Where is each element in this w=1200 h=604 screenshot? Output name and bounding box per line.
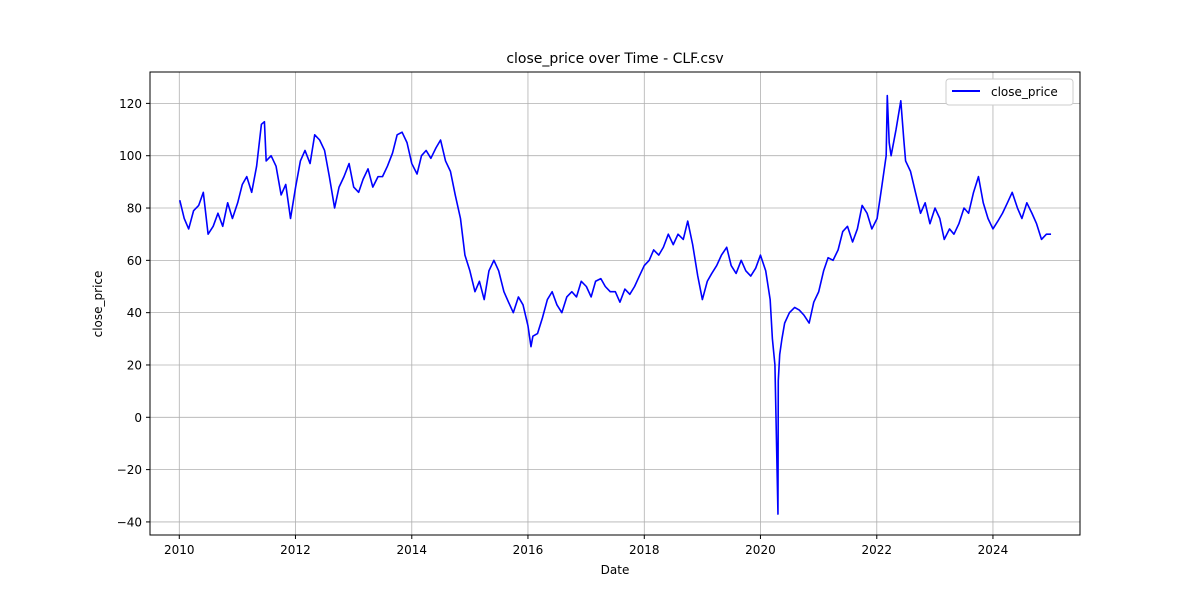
- y-tick-label: 120: [119, 97, 142, 111]
- y-tick-label: 100: [119, 149, 142, 163]
- x-tick-label: 2014: [397, 543, 428, 557]
- x-tick-label: 2018: [629, 543, 660, 557]
- legend: close_price: [945, 78, 1074, 106]
- y-tick-label: 40: [127, 306, 142, 320]
- y-tick-label: 80: [127, 202, 142, 216]
- y-tick-label: −40: [117, 515, 142, 529]
- x-tick-label: 2020: [745, 543, 776, 557]
- y-tick-label: 20: [127, 358, 142, 372]
- x-tick-label: 2010: [164, 543, 195, 557]
- y-tick-label: −20: [117, 463, 142, 477]
- x-tick-label: 2016: [513, 543, 544, 557]
- legend-box: [945, 78, 1074, 106]
- x-tick-label: 2022: [862, 543, 893, 557]
- y-tick-label: 0: [134, 411, 142, 425]
- plot-area-frame: [149, 71, 1081, 536]
- y-axis-label: close_price: [91, 271, 105, 338]
- y-tick-label: 60: [127, 254, 142, 268]
- chart-title: close_price over Time - CLF.csv: [506, 51, 723, 67]
- x-tick-label: 2012: [280, 543, 311, 557]
- legend-label: close_price: [991, 85, 1058, 99]
- series-layer: [178, 94, 1052, 515]
- x-axis-label: Date: [601, 563, 630, 577]
- x-axis: 2010 2012 2014 2016 2018 2020 2022 2024: [164, 535, 1008, 557]
- x-tick-label: 2024: [978, 543, 1009, 557]
- grid: [150, 72, 1080, 535]
- series-line-close_price: [178, 94, 1052, 515]
- y-axis: −40 −20 0 20 40 60 80 100 120: [117, 97, 150, 529]
